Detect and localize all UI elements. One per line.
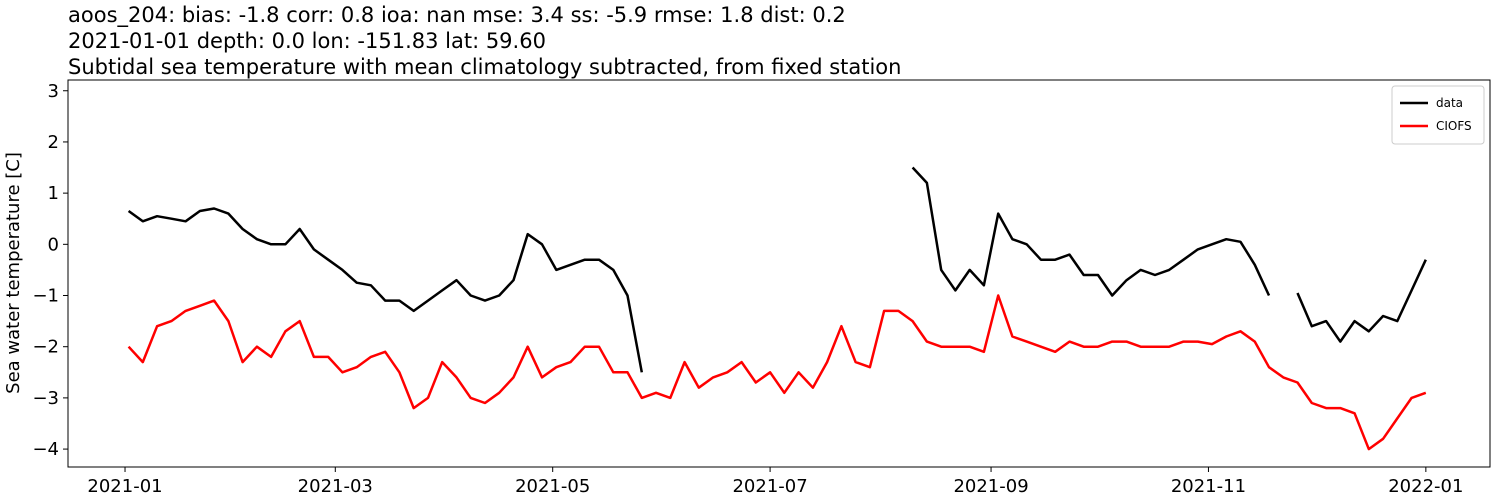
- x-tick-label: 2022-01: [1388, 476, 1463, 497]
- series-line: [127, 294, 1427, 451]
- x-tick-label: 2021-09: [953, 476, 1028, 497]
- x-tick-label: 2021-07: [732, 476, 807, 497]
- plot-frame: [67, 79, 1491, 468]
- y-tick-label: −4: [32, 439, 59, 460]
- x-tick-label: 2021-03: [298, 476, 373, 497]
- x-tick-label: 2021-01: [87, 476, 162, 497]
- legend-label: CIOFS: [1436, 119, 1472, 133]
- y-tick-label: −2: [32, 337, 59, 358]
- y-tick-label: 2: [48, 132, 59, 153]
- chart-subtitle: 2021-01-01 depth: 0.0 lon: -151.83 lat: …: [68, 29, 546, 53]
- chart-title: aoos_204: bias: -1.8 corr: 0.8 ioa: nan …: [68, 3, 846, 28]
- y-tick-label: 1: [48, 183, 59, 204]
- y-tick-label: −3: [32, 388, 59, 409]
- x-tick-label: 2021-11: [1171, 476, 1246, 497]
- legend-box: [1391, 85, 1485, 145]
- y-tick-label: −1: [32, 286, 59, 307]
- y-tick-label: 3: [48, 81, 59, 102]
- y-tick-label: 0: [48, 234, 59, 255]
- chart-description: Subtidal sea temperature with mean clima…: [68, 55, 901, 79]
- x-tick-label: 2021-05: [515, 476, 590, 497]
- legend-label: data: [1436, 96, 1463, 110]
- series-line: [127, 166, 1427, 373]
- y-axis-label: Sea water temperature [C]: [3, 152, 24, 394]
